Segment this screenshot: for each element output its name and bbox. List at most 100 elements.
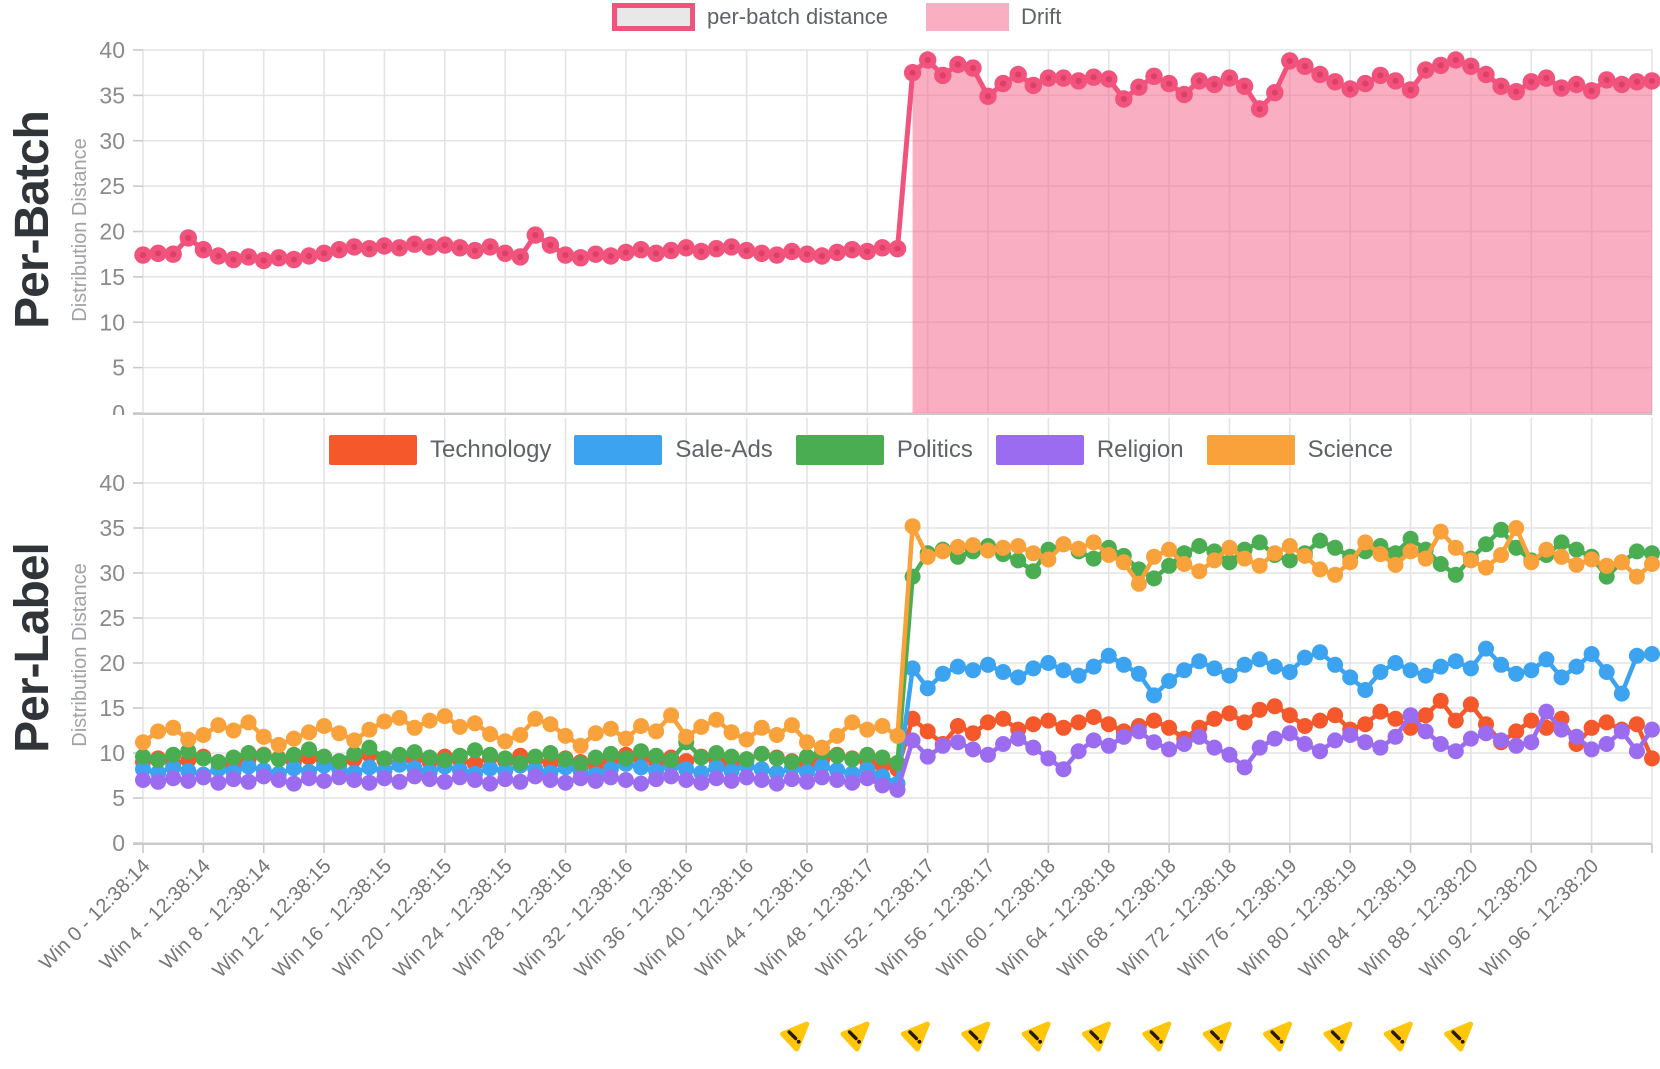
data-point-science[interactable] — [814, 739, 830, 756]
data-point-sale-ads[interactable] — [1432, 658, 1449, 675]
data-point-science[interactable] — [346, 732, 363, 749]
data-point-religion[interactable] — [1146, 734, 1162, 751]
data-point-science[interactable] — [1191, 563, 1208, 580]
data-point-science[interactable] — [949, 538, 966, 555]
data-point-technology[interactable] — [1447, 712, 1464, 729]
data-point-science[interactable] — [240, 714, 257, 731]
data-point-religion[interactable] — [497, 771, 514, 788]
data-point-religion[interactable] — [633, 775, 649, 792]
data-point-science[interactable] — [587, 725, 604, 742]
data-point-science[interactable] — [467, 715, 483, 732]
data-point-technology[interactable] — [1327, 707, 1344, 724]
data-point-science[interactable] — [1508, 520, 1525, 536]
data-point-technology[interactable] — [949, 718, 966, 734]
data-point-technology[interactable] — [1357, 716, 1374, 733]
data-point-politics[interactable] — [1327, 539, 1344, 556]
data-point-politics[interactable] — [587, 749, 604, 766]
data-point-science[interactable] — [768, 727, 785, 743]
legend-item-religion[interactable]: Religion — [995, 435, 1184, 465]
data-point-science[interactable] — [1146, 548, 1162, 565]
data-point-religion[interactable] — [331, 769, 348, 786]
data-point-religion[interactable] — [316, 772, 333, 789]
data-point-sale-ads[interactable] — [361, 759, 378, 776]
data-point-technology[interactable] — [1372, 703, 1389, 720]
data-point-technology[interactable] — [1644, 750, 1660, 767]
data-point-sale-ads[interactable] — [1296, 649, 1313, 666]
data-point-technology[interactable] — [1221, 705, 1238, 722]
data-point-science[interactable] — [255, 728, 272, 745]
data-point-sale-ads[interactable] — [1191, 653, 1208, 670]
data-point-politics[interactable] — [135, 748, 151, 765]
data-point-politics[interactable] — [648, 747, 665, 764]
data-point-technology[interactable] — [1206, 710, 1223, 727]
data-point-science[interactable] — [844, 714, 861, 731]
data-point-sale-ads[interactable] — [1251, 651, 1268, 668]
data-point-religion[interactable] — [391, 773, 408, 790]
data-point-religion[interactable] — [1085, 732, 1102, 749]
data-point-science[interactable] — [1553, 548, 1570, 565]
data-point-science[interactable] — [1644, 556, 1660, 572]
data-point-religion[interactable] — [678, 772, 695, 788]
data-point-politics[interactable] — [874, 749, 891, 766]
data-point-science[interactable] — [633, 718, 649, 734]
data-point-politics[interactable] — [768, 750, 785, 767]
data-point-religion[interactable] — [587, 772, 604, 789]
data-point-religion[interactable] — [934, 737, 951, 754]
data-point-politics[interactable] — [693, 749, 710, 766]
data-point-politics[interactable] — [572, 755, 589, 772]
data-point-technology[interactable] — [1161, 719, 1178, 736]
data-point-science[interactable] — [617, 730, 634, 747]
data-point-technology[interactable] — [1417, 707, 1434, 724]
data-point-sale-ads[interactable] — [919, 680, 936, 697]
data-point-politics[interactable] — [783, 754, 800, 770]
data-point-sale-ads[interactable] — [1070, 667, 1087, 684]
data-point-politics[interactable] — [753, 745, 770, 762]
data-point-sale-ads[interactable] — [1387, 655, 1404, 671]
data-point-science[interactable] — [1085, 534, 1102, 551]
data-point-religion[interactable] — [1493, 732, 1510, 749]
data-point-sale-ads[interactable] — [904, 660, 921, 677]
data-point-religion[interactable] — [723, 772, 740, 789]
data-point-science[interactable] — [1115, 554, 1132, 571]
data-point-science[interactable] — [602, 720, 619, 737]
data-point-science[interactable] — [1266, 545, 1283, 562]
data-point-politics[interactable] — [225, 749, 242, 766]
data-point-religion[interactable] — [240, 773, 257, 790]
data-point-politics[interactable] — [301, 741, 317, 758]
data-point-politics[interactable] — [406, 744, 423, 761]
data-point-religion[interactable] — [1372, 739, 1389, 756]
data-point-religion[interactable] — [421, 771, 438, 788]
data-point-science[interactable] — [195, 727, 212, 743]
data-point-sale-ads[interactable] — [1161, 673, 1178, 689]
data-point-technology[interactable] — [1025, 716, 1042, 733]
data-point-sale-ads[interactable] — [1221, 667, 1238, 684]
data-point-politics[interactable] — [799, 748, 815, 765]
data-point-sale-ads[interactable] — [1040, 655, 1057, 671]
data-point-politics[interactable] — [859, 746, 876, 763]
data-point-science[interactable] — [904, 518, 921, 535]
data-point-technology[interactable] — [1462, 696, 1479, 713]
data-point-sale-ads[interactable] — [482, 760, 499, 777]
data-point-sale-ads[interactable] — [1372, 664, 1389, 680]
data-point-religion[interactable] — [904, 732, 921, 749]
data-point-sale-ads[interactable] — [1327, 656, 1344, 673]
data-point-science[interactable] — [663, 707, 680, 724]
data-point-religion[interactable] — [1478, 725, 1494, 742]
data-point-science[interactable] — [753, 719, 770, 736]
data-point-religion[interactable] — [949, 734, 966, 751]
data-point-politics[interactable] — [255, 747, 272, 764]
data-point-technology[interactable] — [965, 725, 981, 742]
data-point-sale-ads[interactable] — [1417, 667, 1434, 684]
data-point-politics[interactable] — [240, 745, 257, 761]
data-point-sale-ads[interactable] — [1010, 669, 1027, 686]
data-point-science[interactable] — [376, 713, 393, 730]
data-point-religion[interactable] — [783, 771, 800, 788]
data-point-religion[interactable] — [874, 777, 891, 794]
data-point-science[interactable] — [1130, 575, 1147, 592]
data-point-science[interactable] — [1010, 538, 1027, 554]
data-point-technology[interactable] — [1312, 712, 1328, 729]
data-point-science[interactable] — [1342, 554, 1359, 571]
data-point-sale-ads[interactable] — [1598, 664, 1615, 680]
per-batch-chart[interactable]: 0 5 10 15 20 25 30 35 40 — [0, 0, 1660, 415]
data-point-sale-ads[interactable] — [1236, 656, 1253, 673]
